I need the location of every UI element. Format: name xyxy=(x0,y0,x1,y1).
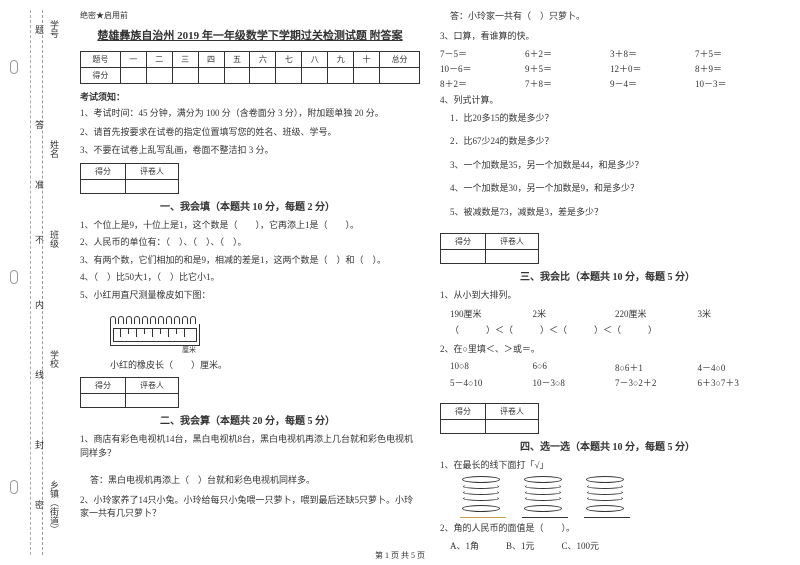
notice-title: 考试须知： xyxy=(80,90,420,103)
question: 4、列式计算。 xyxy=(440,94,780,108)
calc-grid: 7－5＝ 6＋2＝ 3＋8＝ 7＋5＝ 10－6＝ 9＋5＝ 12＋0＝ 8＋9… xyxy=(440,47,780,92)
answer-line: 答：小玲家一共有（ ）只萝卜。 xyxy=(450,10,780,24)
score-row-label: 得分 xyxy=(81,68,121,84)
eval-box: 得分评卷人 xyxy=(80,163,179,194)
page-footer: 第 1 页 共 5 页 xyxy=(0,550,800,561)
seal-text: 封 xyxy=(33,440,46,449)
question: 4、（ ）比50大1，（ ）比它小1。 xyxy=(80,271,420,285)
seal-text: 答 xyxy=(33,120,46,129)
section-4-title: 四、选一选（本题共 10 分，每题 5 分） xyxy=(520,438,695,453)
question: 2、在○里填＜、＞或＝。 xyxy=(440,343,780,357)
ruler-figure: 厘米 xyxy=(100,306,210,356)
right-column: 答：小玲家一共有（ ）只萝卜。 3、口算，看谁算的快。 7－5＝ 6＋2＝ 3＋… xyxy=(430,10,790,555)
ruler-unit: 厘米 xyxy=(182,345,196,355)
notice-item: 2、请首先按要求在试卷的指定位置填写您的姓名、班级、学号。 xyxy=(80,126,420,139)
eval-box: 得分评卷人 xyxy=(80,377,179,408)
seal-text: 不 xyxy=(33,235,46,244)
margin-label-school: 学校 xyxy=(48,350,61,368)
seal-text: 密 xyxy=(33,500,46,509)
seal-text: 题 xyxy=(33,25,46,34)
question: 1、个位上是9，十位上是1，这个数是（ ），它再添上1是（ ）。 xyxy=(80,219,420,233)
eval-box: 得分评卷人 xyxy=(440,233,539,264)
question: 2、人民币的单位有：（ ）、（ ）、（ ）。 xyxy=(80,236,420,250)
margin-label-id: 学号 xyxy=(48,20,61,38)
secret-label: 绝密★启用前 xyxy=(80,10,420,21)
sub-question: 4、一个加数是30，另一个加数是9，和是多少？ xyxy=(450,182,780,196)
question: 5、小红用直尺测量橡皮如下图： xyxy=(80,289,420,303)
margin-label-name: 姓名 xyxy=(48,140,61,158)
question: 1、商店有彩色电视机14台，黑白电视机8台，黑白电视机再添上几台就和彩色电视机同… xyxy=(80,433,420,460)
binding-hole xyxy=(10,480,18,494)
notice-item: 3、不要在试卷上乱写乱画，卷面不整洁扣 3 分。 xyxy=(80,144,420,157)
sort-blank: （ ）＜（ ）＜（ ）＜（ ） xyxy=(450,324,780,338)
sort-items: 190厘米 2米 220厘米 3米 xyxy=(450,307,780,322)
margin-label-town: 乡镇（街道） xyxy=(48,480,61,534)
question: 1、从小到大排列。 xyxy=(440,289,780,303)
page-content: 绝密★启用前 楚雄彝族自治州 2019 年一年级数学下学期过关检测试题 附答案 … xyxy=(70,10,790,555)
question: 2、小玲家养了14只小兔。小玲给每只小兔喂一只萝卜，喂到最后还缺5只萝卜。小玲家… xyxy=(80,494,420,521)
spring-1 xyxy=(460,476,502,512)
question: 2、角的人民币的面值是（ ）。 xyxy=(440,522,780,536)
question: 3、口算，看谁算的快。 xyxy=(440,30,780,44)
score-row-label: 题号 xyxy=(81,52,121,68)
binding-margin: 学号 姓名 班级 学校 乡镇（街道） 题 答 准 不 内 线 封 密 xyxy=(0,0,60,565)
seal-text: 内 xyxy=(33,300,46,309)
binding-hole xyxy=(10,270,18,284)
binding-hole xyxy=(10,60,18,74)
spring-figure xyxy=(460,476,780,512)
question: 1、在最长的线下面打「√」 xyxy=(440,459,780,473)
answer-line: 答：黑白电视机再添上（ ）台就和彩色电视机同样多。 xyxy=(90,474,420,488)
score-table: 题号 一 二 三 四 五 六 七 八 九 十 总分 得分 xyxy=(80,51,420,84)
left-column: 绝密★启用前 楚雄彝族自治州 2019 年一年级数学下学期过关检测试题 附答案 … xyxy=(70,10,430,555)
section-2-title: 二、我会算（本题共 20 分，每题 5 分） xyxy=(160,412,335,427)
fold-line xyxy=(42,10,43,555)
margin-label-class: 班级 xyxy=(48,230,61,248)
sub-question: 1．比20多15的数是多少？ xyxy=(450,112,780,126)
notice-item: 1、考试时间：45 分钟，满分为 100 分（含卷面分 3 分），附加题单独 2… xyxy=(80,107,420,120)
section-3-title: 三、我会比（本题共 10 分，每题 5 分） xyxy=(520,268,695,283)
spring-2 xyxy=(522,476,564,512)
seal-text: 准 xyxy=(33,180,46,189)
compare-grid: 10○8 6○6 8○6＋1 4－4○0 5－4○10 10－3○8 7－3○2… xyxy=(450,361,780,391)
question: 3、有两个数，它们相加的和是9，相减的差是1，这两个数是（ ）和（ ）。 xyxy=(80,254,420,268)
sub-question: 3、一个加数是35，另一个加数是44，和是多少？ xyxy=(450,159,780,173)
sub-question: 2．比67少24的数是多少？ xyxy=(450,135,780,149)
section-1-title: 一、我会填（本题共 10 分，每题 2 分） xyxy=(160,198,335,213)
spring-3 xyxy=(584,476,626,512)
figure-caption: 小红的橡皮长（ ）厘米。 xyxy=(110,358,420,371)
eval-box: 得分评卷人 xyxy=(440,403,539,434)
sub-question: 5、被减数是73，减数是3，差是多少？ xyxy=(450,206,780,220)
seal-text: 线 xyxy=(33,370,46,379)
exam-title: 楚雄彝族自治州 2019 年一年级数学下学期过关检测试题 附答案 xyxy=(80,27,420,43)
seal-line xyxy=(30,10,31,555)
